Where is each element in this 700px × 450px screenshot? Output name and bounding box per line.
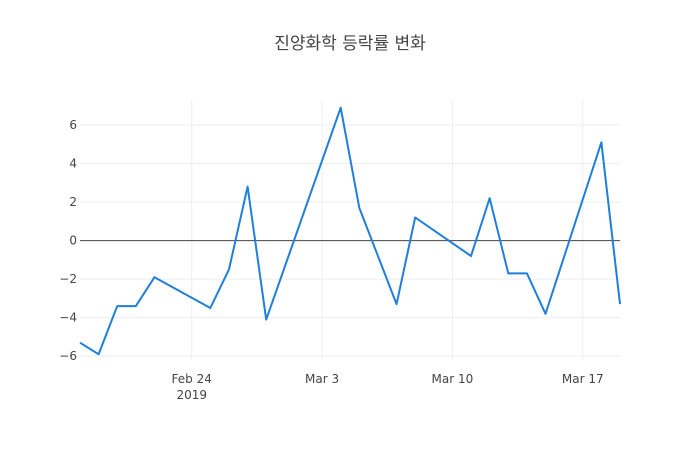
data-point[interactable] (598, 139, 604, 145)
y-tick-label: −2 (59, 272, 77, 286)
data-point[interactable] (356, 205, 362, 211)
y-tick-label: −6 (59, 349, 77, 363)
data-point[interactable] (543, 311, 549, 317)
data-point[interactable] (412, 214, 418, 220)
y-tick-label: −4 (59, 311, 77, 325)
data-point[interactable] (617, 301, 623, 307)
series-group (77, 105, 623, 357)
data-point[interactable] (207, 305, 213, 311)
data-point[interactable] (96, 351, 102, 357)
x-tick-label: Mar 10 (432, 372, 474, 386)
data-point[interactable] (263, 317, 269, 323)
x-tick-sublabel: 2019 (176, 388, 207, 402)
data-point[interactable] (468, 253, 474, 259)
x-tick-label: Mar 3 (305, 372, 339, 386)
x-axis: Feb 24 2019 Mar 3 Mar 10 Mar 17 (172, 372, 604, 402)
data-point[interactable] (245, 184, 251, 190)
data-point[interactable] (487, 195, 493, 201)
data-point[interactable] (524, 270, 530, 276)
y-tick-label: 4 (69, 157, 77, 171)
y-axis: −6 −4 −2 0 2 4 6 (59, 118, 77, 363)
data-point[interactable] (133, 303, 139, 309)
y-tick-label: 0 (69, 234, 77, 248)
y-tick-label: 2 (69, 195, 77, 209)
chart-title: 진양화학 등락률 변화 (274, 34, 426, 54)
y-tick-label: 6 (69, 118, 77, 132)
data-point[interactable] (505, 270, 511, 276)
series-line (79, 106, 621, 356)
data-point[interactable] (394, 301, 400, 307)
data-point[interactable] (114, 303, 120, 309)
data-point[interactable] (226, 266, 232, 272)
data-point[interactable] (338, 105, 344, 111)
data-point[interactable] (77, 340, 83, 346)
grid (80, 100, 620, 360)
x-tick-label: Feb 24 (172, 372, 212, 386)
data-point[interactable] (151, 274, 157, 280)
x-tick-label: Mar 17 (562, 372, 604, 386)
